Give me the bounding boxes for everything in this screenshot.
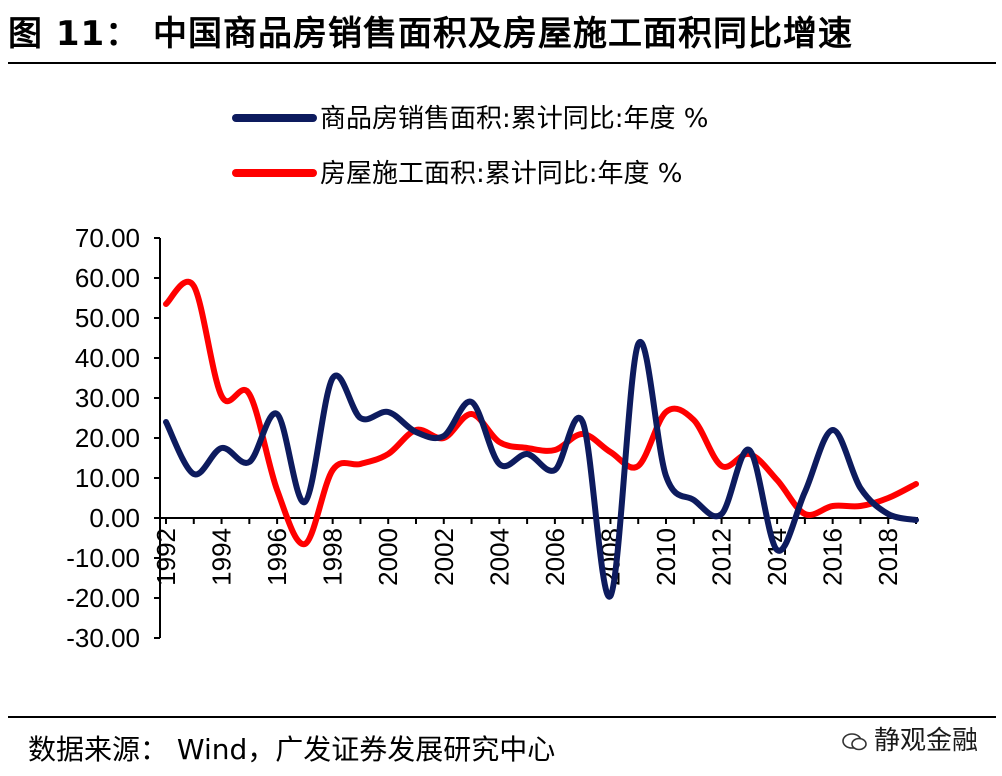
- x-tick-label: 2018: [873, 528, 903, 586]
- series-line-sales: [163, 338, 919, 600]
- x-tick-label: 2010: [651, 528, 681, 586]
- y-tick-label: 70.00: [75, 223, 140, 253]
- series-line-construction: [163, 278, 919, 548]
- series-lines: [163, 278, 919, 600]
- wechat-icon: [842, 732, 867, 750]
- title-rule: [8, 62, 996, 64]
- y-tick-label: 30.00: [75, 383, 140, 413]
- y-tick-label: 0.00: [89, 503, 140, 533]
- x-tick-label: 2006: [540, 528, 570, 586]
- x-tick-label: 2016: [818, 528, 848, 586]
- legend: 商品房销售面积:累计同比:年度 % 房屋施工面积:累计同比:年度 %: [232, 104, 709, 189]
- y-tick-label: 50.00: [75, 303, 140, 333]
- y-tick-labels: 70.00 60.00 50.00 40.00 30.00 20.00 10.00 0.00 -…: [66, 223, 140, 653]
- x-tick-label: 1992: [151, 528, 181, 586]
- chart-title: 图 11： 中国商品房销售面积及房屋施工面积同比增速: [8, 14, 853, 54]
- y-tick-label: 60.00: [75, 263, 140, 293]
- x-tick-label: 2000: [373, 528, 403, 586]
- y-tick-label: 20.00: [75, 423, 140, 453]
- x-tick-label: 2012: [707, 528, 737, 586]
- x-tick-label: 1998: [318, 528, 348, 586]
- legend-label-sales: 商品房销售面积:累计同比:年度 %: [320, 104, 709, 134]
- x-tick-label: 2002: [429, 528, 459, 586]
- x-tick-labels: 1992 1994 1996 1998 2000 2002 2004 2006 2008 2010…: [151, 528, 903, 586]
- y-tick-label: -20.00: [66, 583, 140, 613]
- line-chart: 商品房销售面积:累计同比:年度 % 房屋施工面积:累计同比:年度 % 70.00…: [66, 104, 919, 653]
- watermark: 静观金融: [842, 720, 978, 757]
- source-note: 数据来源： Wind，广发证券发展研究中心: [28, 733, 556, 766]
- watermark-text: 静观金融: [874, 726, 979, 756]
- y-tick-label: -10.00: [66, 543, 140, 573]
- y-tick-label: -30.00: [66, 623, 140, 653]
- y-tick-label: 10.00: [75, 463, 140, 493]
- legend-label-construction: 房屋施工面积:累计同比:年度 %: [320, 159, 683, 189]
- x-tick-label: 2004: [484, 528, 514, 586]
- x-tick-label: 1994: [207, 528, 237, 586]
- source-rule: [8, 716, 996, 718]
- x-tick-label: 1996: [262, 528, 292, 586]
- y-tick-label: 40.00: [75, 343, 140, 373]
